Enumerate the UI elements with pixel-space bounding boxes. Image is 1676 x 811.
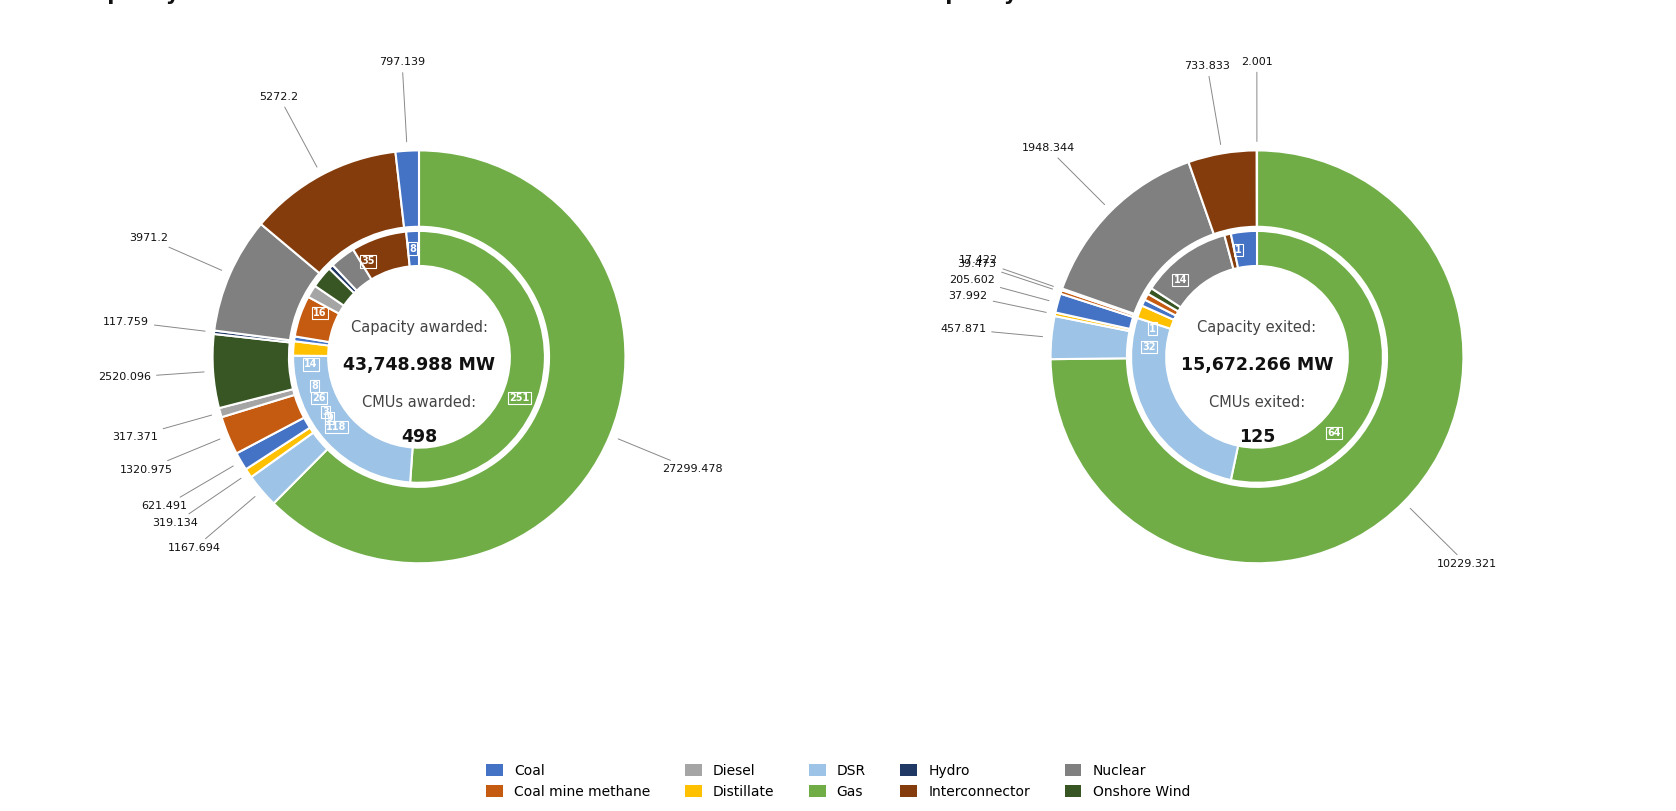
Wedge shape	[1225, 234, 1239, 269]
Text: 26: 26	[312, 393, 325, 403]
Wedge shape	[406, 231, 419, 267]
Text: 1: 1	[1150, 324, 1156, 333]
Text: 14: 14	[1173, 275, 1187, 285]
Text: 117.759: 117.759	[102, 316, 204, 331]
Text: 1320.975: 1320.975	[119, 439, 220, 474]
Text: Capacity awarded: Capacity awarded	[79, 0, 288, 3]
Wedge shape	[1141, 300, 1177, 320]
Text: 125: 125	[1239, 428, 1275, 446]
Wedge shape	[1061, 289, 1135, 315]
Text: 8: 8	[409, 243, 416, 254]
Wedge shape	[1145, 294, 1178, 315]
Wedge shape	[236, 418, 310, 470]
Wedge shape	[273, 150, 625, 564]
Wedge shape	[220, 389, 295, 417]
Text: 797.139: 797.139	[379, 57, 426, 142]
Wedge shape	[1054, 312, 1130, 331]
Text: 118: 118	[327, 422, 347, 432]
Wedge shape	[1188, 150, 1257, 234]
Wedge shape	[411, 231, 545, 483]
Text: 9: 9	[327, 413, 334, 423]
Text: 2520.096: 2520.096	[97, 372, 204, 383]
Wedge shape	[221, 395, 303, 453]
Text: Capacity exited: Capacity exited	[917, 0, 1099, 3]
Wedge shape	[334, 250, 372, 290]
Wedge shape	[1063, 162, 1213, 314]
Wedge shape	[293, 337, 330, 345]
Wedge shape	[215, 331, 290, 342]
Wedge shape	[1138, 306, 1173, 328]
Text: 17.422: 17.422	[959, 255, 1054, 286]
Text: 39.473: 39.473	[957, 259, 1053, 289]
Text: 1167.694: 1167.694	[168, 496, 255, 553]
Text: 457.871: 457.871	[940, 324, 1042, 337]
Wedge shape	[1151, 235, 1234, 307]
Text: 10229.321: 10229.321	[1410, 508, 1497, 569]
Text: 5272.2: 5272.2	[260, 92, 317, 167]
Text: CMUs awarded:: CMUs awarded:	[362, 395, 476, 410]
Text: 3: 3	[322, 407, 328, 417]
Wedge shape	[1061, 290, 1135, 317]
Text: 14: 14	[303, 359, 318, 370]
Text: 205.602: 205.602	[949, 275, 1049, 301]
Wedge shape	[1051, 316, 1130, 359]
Wedge shape	[1131, 318, 1239, 480]
Wedge shape	[396, 150, 419, 228]
Text: 3971.2: 3971.2	[129, 234, 221, 270]
Text: 64: 64	[1327, 428, 1341, 438]
Text: 27299.478: 27299.478	[618, 439, 722, 474]
Text: 621.491: 621.491	[141, 466, 233, 512]
Wedge shape	[246, 427, 313, 477]
Text: 498: 498	[401, 428, 437, 446]
Text: CMUs exited:: CMUs exited:	[1208, 395, 1306, 410]
Wedge shape	[261, 152, 404, 273]
Wedge shape	[293, 341, 328, 356]
Text: 251: 251	[510, 393, 530, 403]
Text: 319.134: 319.134	[153, 478, 241, 528]
Wedge shape	[215, 224, 320, 341]
Text: 8: 8	[312, 381, 318, 391]
Legend: Coal, Coal mine methane, Diesel, Distillate, DSR, Gas, Hydro, Interconnector, Nu: Coal, Coal mine methane, Diesel, Distill…	[481, 758, 1195, 804]
Text: 32: 32	[1143, 341, 1156, 352]
Wedge shape	[328, 265, 357, 293]
Wedge shape	[315, 268, 354, 306]
Wedge shape	[354, 232, 409, 280]
Text: Capacity exited:: Capacity exited:	[1197, 320, 1317, 336]
Text: 43,748.988 MW: 43,748.988 MW	[344, 356, 494, 374]
Text: 1948.344: 1948.344	[1022, 144, 1104, 204]
Text: 2.001: 2.001	[1240, 57, 1272, 141]
Text: Capacity awarded:: Capacity awarded:	[350, 320, 488, 336]
Wedge shape	[1148, 288, 1182, 311]
Text: 317.371: 317.371	[112, 415, 211, 442]
Text: 16: 16	[313, 308, 327, 318]
Wedge shape	[251, 432, 327, 504]
Wedge shape	[295, 297, 339, 342]
Text: 733.833: 733.833	[1185, 61, 1230, 144]
Wedge shape	[308, 286, 344, 314]
Wedge shape	[213, 334, 293, 408]
Wedge shape	[1230, 231, 1257, 268]
Text: 35: 35	[360, 256, 374, 266]
Wedge shape	[293, 356, 412, 483]
Wedge shape	[1051, 150, 1463, 564]
Text: 1: 1	[1235, 245, 1242, 255]
Wedge shape	[1230, 231, 1383, 483]
Wedge shape	[1056, 294, 1133, 329]
Text: 15,672.266 MW: 15,672.266 MW	[1182, 356, 1332, 374]
Text: 37.992: 37.992	[949, 291, 1046, 312]
